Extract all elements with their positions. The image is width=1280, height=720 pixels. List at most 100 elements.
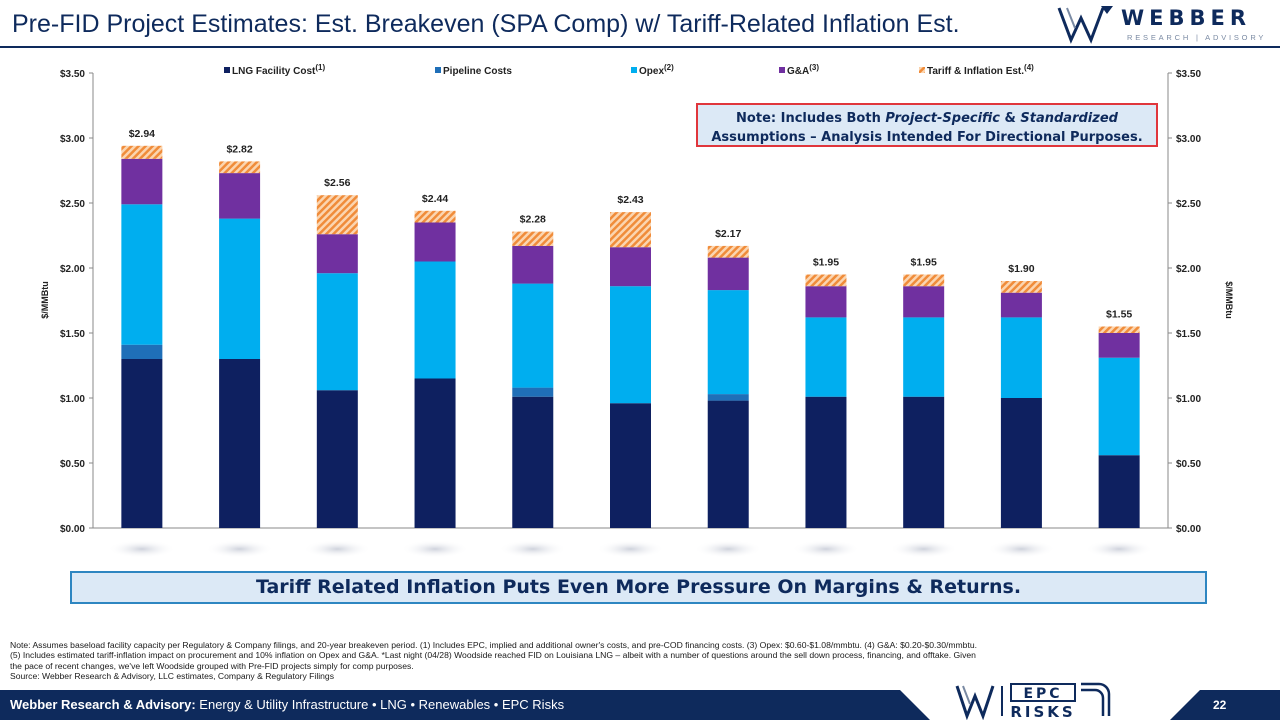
logo-word: WEBBER	[1121, 6, 1252, 30]
bar-segment	[512, 396, 554, 528]
bar-segment	[512, 245, 554, 284]
bar-segment	[512, 283, 554, 388]
bar-shadow	[205, 540, 274, 558]
bar-segment	[610, 286, 651, 404]
total-label: $2.56	[324, 177, 350, 189]
footnote-line: the pace of recent changes, we've left W…	[10, 660, 414, 671]
bar-segment	[316, 234, 358, 274]
risks-text: RISKS	[1010, 703, 1075, 720]
bar-segment	[121, 359, 163, 528]
y-tick-label-right: $2.50	[1176, 199, 1201, 210]
y-tick-label: $1.00	[60, 394, 85, 405]
bar-segment	[707, 257, 749, 291]
y-tick-label: $0.50	[60, 459, 85, 470]
title-rule	[0, 46, 1280, 48]
total-label: $1.95	[911, 257, 937, 269]
total-label: $2.44	[422, 193, 448, 205]
y-tick-label-right: $0.00	[1176, 524, 1201, 535]
bar-shadow	[596, 540, 665, 558]
bar-shadow	[889, 540, 958, 558]
y-tick-label-right: $3.00	[1176, 134, 1201, 145]
bar-segment	[316, 273, 358, 391]
legend-label: Pipeline Costs	[443, 66, 512, 77]
bar-segment	[1000, 317, 1042, 398]
legend-label: Tariff & Inflation Est.(4)	[927, 63, 1034, 77]
y-tick-label-right: $3.50	[1176, 69, 1201, 80]
bar-segment	[414, 210, 456, 223]
bar-segment	[610, 212, 651, 248]
bar-segment	[805, 286, 847, 318]
bar-shadow	[498, 540, 567, 558]
page-title: Pre-FID Project Estimates: Est. Breakeve…	[12, 10, 960, 38]
webber-logo: WEBBER RESEARCH | ADVISORY	[1055, 4, 1270, 44]
logo-subtitle: RESEARCH | ADVISORY	[1127, 33, 1267, 42]
legend-swatch	[435, 67, 441, 73]
bar-segment	[414, 261, 456, 379]
bar-segment	[414, 222, 456, 262]
legend-label: LNG Facility Cost(1)	[232, 63, 325, 77]
y-tick-label: $2.00	[60, 264, 85, 275]
y-axis-label-right: $/MMBtu	[1224, 281, 1234, 319]
legend-footnote-marker: (2)	[664, 63, 674, 72]
bar-segment	[707, 400, 749, 528]
footer-bar: Webber Research & Advisory: Energy & Uti…	[0, 690, 1280, 720]
takeaway-banner: Tariff Related Inflation Puts Even More …	[70, 571, 1207, 604]
bar-shadow	[303, 540, 372, 558]
bar-segment	[512, 231, 554, 246]
stacked-bar-chart: $0.00 $0.00 $0.50 $0.50 $1.00 $1.00 $1.50 $1.50…	[40, 63, 1234, 558]
legend-footnote-marker: (1)	[315, 63, 325, 72]
bar-segment	[1000, 292, 1042, 318]
source-line: Source: Webber Research & Advisory, LLC …	[10, 671, 334, 682]
bar-shadow	[401, 540, 470, 558]
bar-segment	[1000, 281, 1042, 293]
legend-swatch	[224, 67, 230, 73]
bar-segment	[219, 173, 261, 219]
y-tick-label-right: $0.50	[1176, 459, 1201, 470]
total-label: $1.95	[813, 257, 839, 269]
footnotes: Note: Assumes baseload facility capacity…	[10, 640, 1272, 682]
legend-swatch	[779, 67, 785, 73]
bar-segment	[707, 394, 749, 401]
webber-w-icon	[1057, 6, 1113, 44]
bar-shadow	[1085, 540, 1154, 558]
webber-w-icon	[955, 685, 995, 720]
bar-segment	[316, 390, 358, 528]
footer-brand: Webber Research & Advisory:	[10, 697, 196, 712]
y-tick-label: $3.00	[60, 134, 85, 145]
legend-footnote-marker: (3)	[809, 63, 819, 72]
y-tick-label-right: $1.00	[1176, 394, 1201, 405]
footer-tagline: Energy & Utility Infrastructure • LNG • …	[195, 697, 565, 712]
bar-segment	[707, 245, 749, 258]
bar-segment	[414, 378, 456, 528]
note-emphasis-2: Standardized	[1020, 111, 1118, 126]
bar-segment	[903, 396, 945, 528]
bar-segment	[805, 317, 847, 397]
total-label: $1.90	[1008, 263, 1034, 275]
bar-segment	[610, 247, 651, 287]
epc-risks-logo: EPC RISKS	[955, 682, 1111, 720]
total-label: $2.43	[617, 194, 643, 206]
y-axis-label: $/MMBtu	[40, 281, 50, 319]
bar-segment	[121, 158, 163, 205]
bar-segment	[1098, 357, 1140, 456]
legend-name: Tariff & Inflation Est.	[927, 66, 1024, 77]
footer-left-band	[0, 690, 930, 720]
bar-shadow	[791, 540, 860, 558]
total-label: $2.94	[129, 128, 155, 140]
bar-segment	[219, 359, 261, 528]
legend-label: G&A(3)	[787, 63, 819, 77]
legend-name: Pipeline Costs	[443, 66, 512, 77]
bar-segment	[121, 204, 163, 345]
note-box: Note: Includes Both Project-Specific & S…	[696, 103, 1158, 147]
y-tick-label: $1.50	[60, 329, 85, 340]
y-tick-label-right: $1.50	[1176, 329, 1201, 340]
bar-segment	[1098, 333, 1140, 358]
bar-segment	[903, 274, 945, 287]
total-label: $2.28	[520, 214, 546, 226]
footer-text: Webber Research & Advisory: Energy & Uti…	[10, 697, 564, 712]
legend-name: Opex	[639, 66, 664, 77]
bar-segment	[903, 286, 945, 318]
legend-name: G&A	[787, 66, 809, 77]
bar-segment	[121, 344, 163, 359]
bar-segment	[219, 161, 261, 174]
